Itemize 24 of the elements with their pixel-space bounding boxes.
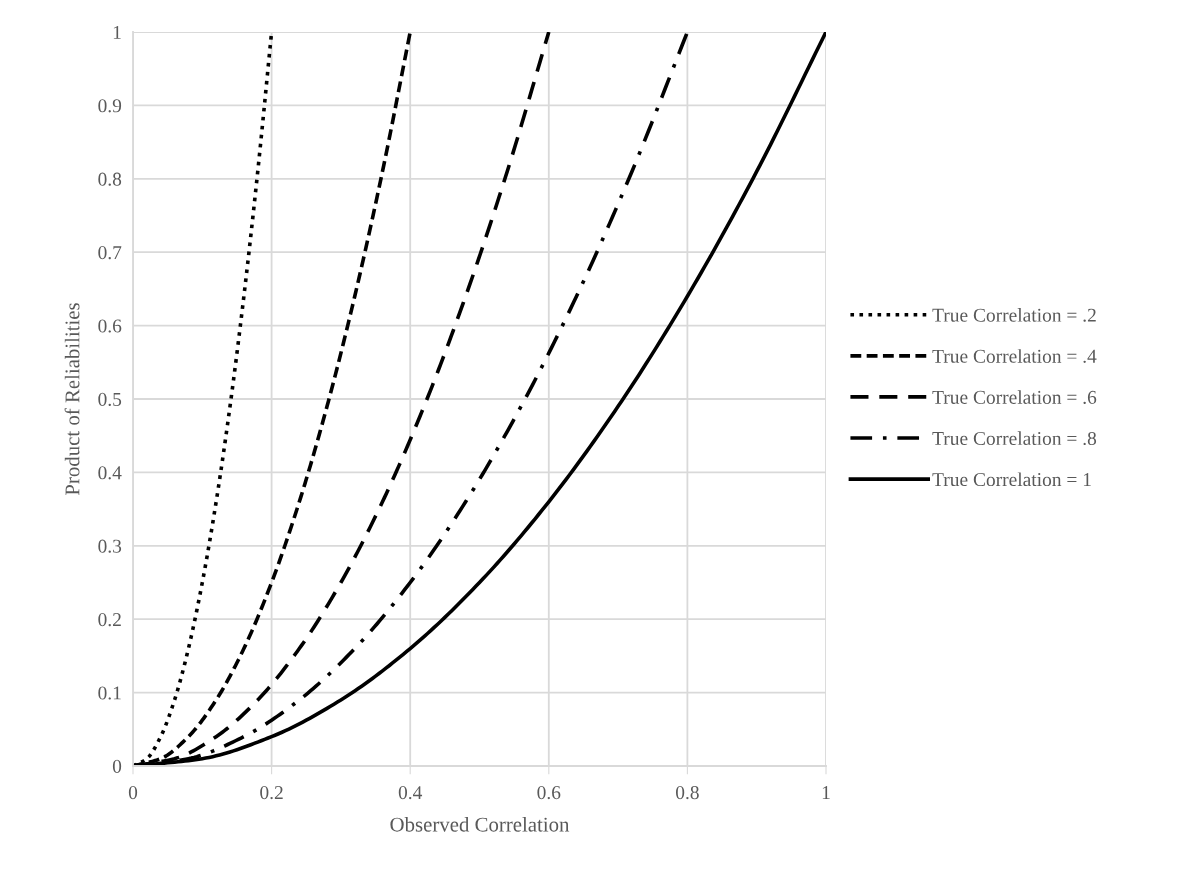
y-tick-label: 1 — [113, 25, 121, 39]
y-tick-label: 0.8 — [98, 172, 122, 186]
y-axis-title: Product of Reliabilities — [64, 303, 80, 496]
legend-label: True Correlation = .6 — [932, 390, 1097, 405]
x-axis-title: Observed Correlation — [390, 816, 570, 832]
y-tick-label: 0.7 — [98, 246, 122, 260]
x-tick-label: 0.8 — [675, 786, 699, 800]
y-tick-label: 0.4 — [98, 466, 122, 480]
x-tick-label: 0 — [128, 786, 138, 800]
legend-label: True Correlation = 1 — [932, 472, 1091, 487]
x-tick-label: 0.6 — [537, 786, 561, 800]
y-tick-label: 0.2 — [98, 613, 121, 627]
legend-label: True Correlation = .4 — [932, 349, 1097, 363]
y-tick-label: 0.9 — [98, 99, 122, 113]
y-tick-label: 0 — [112, 759, 122, 773]
x-tick-label: 0.4 — [398, 786, 423, 800]
legend-label: True Correlation = .8 — [932, 431, 1097, 446]
legend-label: True Correlation = .2 — [932, 308, 1096, 322]
y-tick-label: 0.5 — [98, 392, 122, 407]
x-tick-label: 0.2 — [260, 786, 283, 800]
y-tick-label: 0.6 — [98, 319, 122, 333]
x-tick-label: 1 — [822, 786, 830, 799]
y-tick-label: 0.3 — [98, 539, 122, 553]
y-tick-label: 0.1 — [98, 686, 121, 700]
